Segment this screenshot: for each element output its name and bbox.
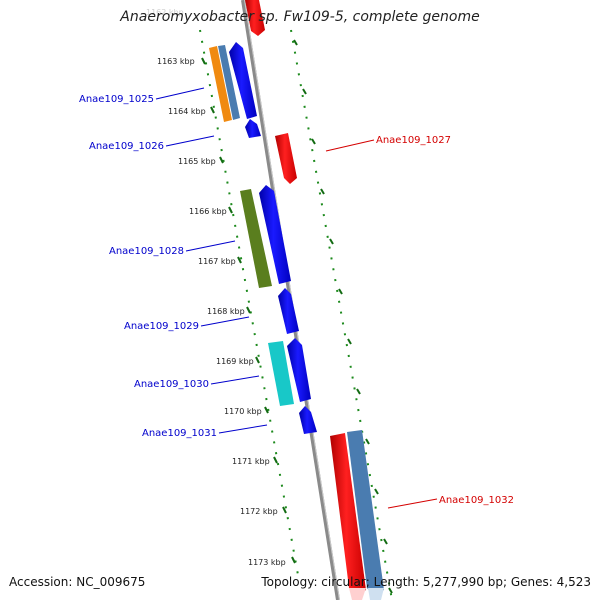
gene-arrow-1032-steel-fade xyxy=(368,588,384,600)
tick-label: 1173 kbp xyxy=(248,558,286,567)
tick-mark xyxy=(338,288,343,295)
label-leader-lines xyxy=(155,87,438,509)
gene-label-reverse[interactable]: Anae109_1032 xyxy=(439,495,514,506)
tick-mark xyxy=(201,57,206,65)
leader-line-1026 xyxy=(165,135,215,147)
genome-summary: Topology: circular; Length: 5,277,990 bp… xyxy=(261,575,591,589)
gene-arrow-top-red[interactable] xyxy=(245,0,265,36)
tick-mark xyxy=(329,238,334,245)
tick-mark xyxy=(356,388,361,395)
gene-label-forward[interactable]: Anae109_1031 xyxy=(142,428,217,439)
tick-mark xyxy=(237,256,242,264)
ruler-ticks-right xyxy=(293,39,393,594)
tick-mark xyxy=(282,506,287,514)
tick-label: 1165 kbp xyxy=(178,157,216,166)
tick-label: 1162 kbp xyxy=(146,8,184,17)
gene-label-forward[interactable]: Anae109_1026 xyxy=(89,141,164,152)
ruler-line-left xyxy=(199,29,299,576)
genome-title: Anaeromyxobacter sp. Fw109-5, complete g… xyxy=(120,9,480,25)
tick-mark xyxy=(291,556,296,564)
tick-mark xyxy=(383,538,388,545)
gene-arrow-1027[interactable] xyxy=(275,133,297,184)
leader-line-1027 xyxy=(325,139,375,152)
tick-label: 1172 kbp xyxy=(240,507,278,516)
tick-mark xyxy=(365,438,370,445)
gene-arrow-1025-orange[interactable] xyxy=(209,46,232,122)
leader-line-1025 xyxy=(155,87,205,100)
tick-mark xyxy=(388,587,393,594)
gene-arrow-1025-steel[interactable] xyxy=(218,45,240,120)
gene-label-forward[interactable]: Anae109_1025 xyxy=(79,94,154,105)
gene-label-forward[interactable]: Anae109_1028 xyxy=(109,246,184,257)
gene-arrow-1029[interactable] xyxy=(278,288,299,334)
ruler-ticks-left xyxy=(201,57,296,564)
tick-label: 1171 kbp xyxy=(232,457,270,466)
leader-line-1030 xyxy=(210,375,260,385)
gene-arrow-1031[interactable] xyxy=(299,406,317,434)
gene-arrow-1032-red-fade xyxy=(349,588,366,600)
gene-arrow-1032-steel[interactable] xyxy=(347,430,384,596)
tick-mark xyxy=(228,206,233,214)
gene-arrow-1025-blue[interactable] xyxy=(229,42,257,119)
leader-line-1031 xyxy=(218,424,268,434)
gene-label-reverse[interactable]: Anae109_1027 xyxy=(376,135,451,146)
tick-mark xyxy=(347,338,352,345)
topology-text: Topology: circular; xyxy=(261,575,370,589)
gene-label-forward[interactable]: Anae109_1030 xyxy=(134,379,209,390)
tick-mark xyxy=(210,106,215,114)
leader-line-1032 xyxy=(387,498,438,509)
tick-label: 1167 kbp xyxy=(198,257,236,266)
gene-arrow-1032-red[interactable] xyxy=(330,433,366,596)
gene-arrow-1026[interactable] xyxy=(245,119,261,138)
gene-arrow-1028-blue[interactable] xyxy=(259,185,291,284)
forward-strand-genes xyxy=(209,42,317,434)
tick-label: 1169 kbp xyxy=(216,357,254,366)
gene-count-text: Genes: 4,523 xyxy=(510,575,591,589)
tick-mark xyxy=(302,88,307,95)
leader-line-1028 xyxy=(185,240,236,252)
tick-mark xyxy=(273,456,278,464)
tick-label: 1168 kbp xyxy=(207,307,245,316)
leader-line-1029 xyxy=(200,316,250,327)
tick-label: 1170 kbp xyxy=(224,407,262,416)
gene-labels: Anae109_1025 Anae109_1026 Anae109_1028 A… xyxy=(79,94,514,506)
gene-label-forward[interactable]: Anae109_1029 xyxy=(124,321,199,332)
reverse-strand-genes xyxy=(275,133,384,600)
accession-text: Accession: NC_009675 xyxy=(9,575,146,589)
tick-label: 1163 kbp xyxy=(157,57,195,66)
tick-mark xyxy=(293,39,298,46)
tick-mark xyxy=(264,406,269,414)
tick-mark xyxy=(320,188,325,195)
gene-arrow-1030-blue[interactable] xyxy=(287,338,311,402)
tick-mark xyxy=(219,156,224,164)
tick-mark xyxy=(374,488,379,495)
tick-label: 1164 kbp xyxy=(168,107,206,116)
tick-mark xyxy=(246,306,251,314)
tick-mark xyxy=(311,138,316,145)
gene-arrow-1030-cyan[interactable] xyxy=(268,341,294,406)
gene-arrow-1028-olive[interactable] xyxy=(240,189,272,288)
tick-label: 1166 kbp xyxy=(189,207,227,216)
ruler-tick-labels: 1162 kbp 1163 kbp 1164 kbp 1165 kbp 1166… xyxy=(146,8,286,567)
length-text: Length: 5,277,990 bp; xyxy=(373,575,508,589)
tick-mark xyxy=(255,356,260,364)
